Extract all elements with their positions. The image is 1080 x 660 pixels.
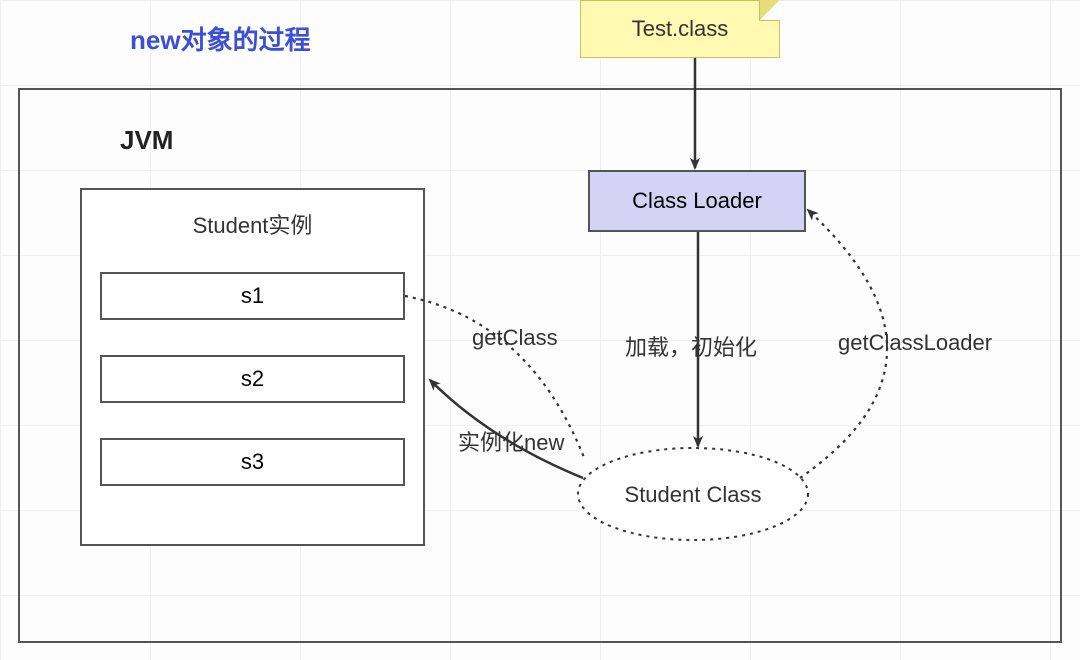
edge-label-getclassloader: getClassLoader	[838, 330, 992, 356]
edge-label-load-init: 加载，初始化	[625, 330, 757, 362]
edge-label-new: 实例化new	[458, 425, 564, 457]
instance-s2-label: s2	[241, 366, 264, 392]
instance-s3: s3	[100, 438, 405, 486]
diagram-title: new对象的过程	[130, 20, 311, 57]
instance-s3-label: s3	[241, 449, 264, 475]
class-loader-label: Class Loader	[632, 188, 762, 214]
jvm-label: JVM	[120, 125, 173, 156]
student-container-label: Student实例	[193, 208, 313, 240]
instance-s1: s1	[100, 272, 405, 320]
edge-label-getclass: getClass	[472, 325, 558, 351]
instance-s1-label: s1	[241, 283, 264, 309]
class-loader-box: Class Loader	[588, 170, 806, 232]
testclass-note-label: Test.class	[632, 16, 729, 42]
instance-s2: s2	[100, 355, 405, 403]
testclass-note: Test.class	[580, 0, 780, 58]
